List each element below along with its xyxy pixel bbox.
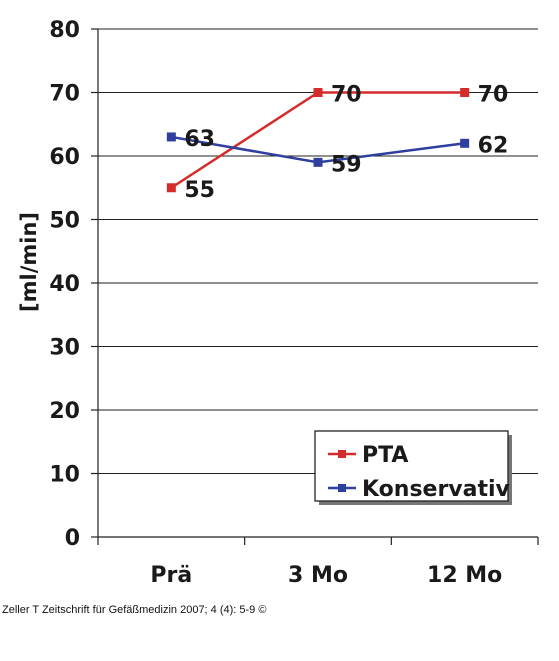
legend-marker-pta — [338, 450, 346, 458]
data-label-pta: 70 — [478, 83, 509, 108]
y-tick-label: 0 — [65, 526, 80, 551]
legend-label-konservativ: Konservativ — [362, 477, 511, 502]
source-caption: Zeller T Zeitschrift für Gefäßmedizin 20… — [2, 604, 267, 616]
series-layer: 55 70 70 63 59 62 — [166, 83, 509, 203]
data-label-konservativ: 59 — [331, 152, 362, 177]
legend-marker-konservativ — [338, 484, 346, 492]
data-label-pta: 70 — [331, 83, 362, 108]
data-point-konservativ — [460, 138, 470, 148]
data-point-pta — [460, 88, 470, 97]
legend-box — [314, 430, 509, 502]
y-tick-label: 30 — [49, 336, 80, 361]
legend-label-pta: PTA — [362, 443, 408, 468]
legend: PTA Konservativ — [314, 430, 512, 505]
x-tick-label: 3 Mo — [288, 563, 348, 588]
y-tick-label: 80 — [49, 18, 80, 43]
data-point-konservativ — [313, 157, 323, 167]
data-point-pta — [166, 183, 176, 193]
series-line-pta — [170, 91, 465, 189]
y-axis-label: [ml/min] — [17, 212, 41, 312]
x-tick-label: 12 Mo — [427, 563, 502, 588]
y-tick-label: 70 — [49, 82, 80, 107]
y-tick-labels: 0 10 20 30 40 50 60 70 80 — [49, 18, 80, 551]
data-point-konservativ — [166, 132, 176, 142]
data-label-konservativ: 62 — [478, 133, 509, 158]
y-tick-label: 60 — [49, 145, 80, 170]
x-tick-labels: Prä 3 Mo 12 Mo — [97, 537, 539, 588]
y-tick-label: 50 — [49, 209, 80, 234]
data-label-konservativ: 63 — [184, 127, 215, 152]
data-point-pta — [313, 88, 323, 97]
y-tick-label: 10 — [49, 463, 80, 488]
x-tick-label: Prä — [150, 563, 192, 588]
data-label-pta: 55 — [184, 178, 215, 203]
y-tick-label: 40 — [49, 272, 80, 297]
y-tick-label: 20 — [49, 399, 80, 424]
